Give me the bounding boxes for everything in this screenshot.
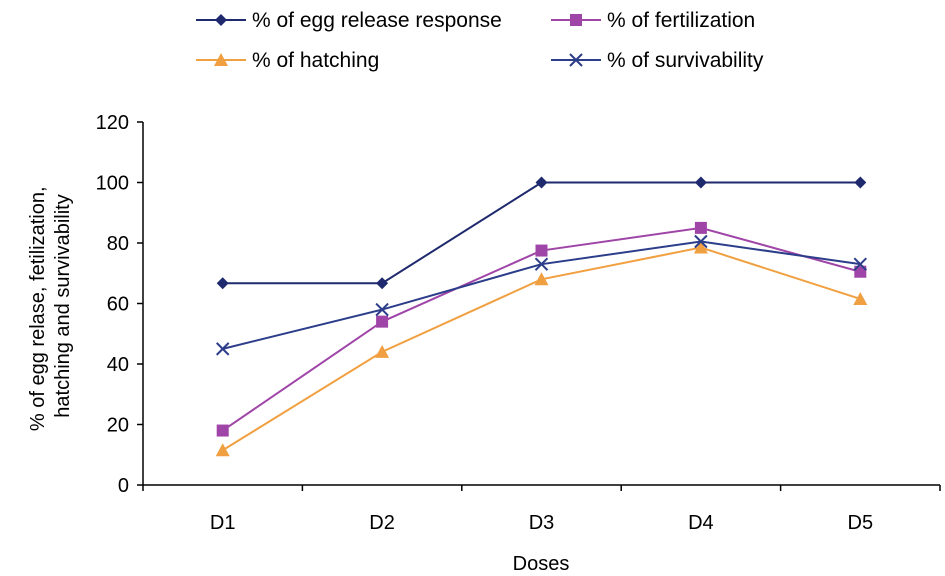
- x-axis-title: Doses: [513, 553, 570, 575]
- y-tick-label: 100: [96, 173, 129, 195]
- data-point: [376, 277, 389, 290]
- series-line: [222, 240, 861, 350]
- series-2: [216, 221, 867, 437]
- y-axis-title-line-1: % of egg relase, fetilization,: [27, 186, 49, 431]
- data-point: [534, 257, 549, 271]
- y-tick-label: 120: [96, 112, 129, 134]
- data-point: [375, 302, 389, 317]
- data-point: [694, 176, 707, 189]
- data-point: [376, 315, 389, 328]
- legend-label: % of fertilization: [607, 9, 755, 32]
- data-point: [535, 176, 548, 189]
- y-tick-label: 80: [107, 233, 129, 255]
- x-tick-label: D2: [369, 512, 395, 534]
- y-tick-label: 60: [107, 294, 129, 316]
- y-axis-title: % of egg relase, fetilization, hatching …: [27, 181, 74, 431]
- x-tick-label: D4: [688, 512, 714, 534]
- legend-marker: [214, 53, 228, 66]
- data-point: [853, 291, 868, 305]
- data-point: [853, 257, 868, 271]
- legend-label: % of survivability: [607, 49, 764, 72]
- axes: 0 20 40 60 80 100 120 D1 D2 D3 D4 D5: [96, 112, 941, 534]
- series-1: [216, 176, 867, 290]
- legend-marker: [215, 14, 227, 26]
- data-point: [693, 240, 708, 254]
- data-point: [215, 342, 230, 356]
- legend-item: % of fertilization: [551, 9, 755, 32]
- data-point: [216, 277, 229, 290]
- y-tick-label: 0: [118, 475, 129, 497]
- data-point: [215, 443, 230, 457]
- series-4: [215, 234, 868, 356]
- data-point: [854, 176, 867, 189]
- x-tick-label: D1: [210, 512, 236, 534]
- legend-marker: [570, 14, 582, 26]
- y-tick-label: 40: [107, 354, 129, 376]
- legend-item: % of survivability: [551, 49, 764, 72]
- legend-item: % of egg release response: [196, 9, 502, 32]
- legend: % of egg release response % of fertilizat…: [196, 9, 764, 72]
- x-tick-label: D3: [529, 512, 555, 534]
- series-layer: [215, 176, 868, 457]
- data-point: [375, 344, 390, 358]
- data-point: [535, 244, 548, 257]
- legend-label: % of egg release response: [252, 9, 502, 32]
- data-point: [694, 234, 708, 249]
- x-tick-label: D5: [848, 512, 874, 534]
- data-point: [854, 265, 867, 278]
- legend-marker: [569, 53, 583, 67]
- y-tick-label: 20: [107, 415, 129, 437]
- series-line: [222, 226, 861, 432]
- data-point: [216, 424, 229, 437]
- legend-label: % of hatching: [252, 49, 379, 72]
- data-point: [694, 221, 707, 234]
- y-axis-title-line-2: hatching and survivability: [52, 194, 74, 417]
- legend-item: % of hatching: [196, 49, 379, 72]
- data-point: [534, 272, 549, 286]
- series-3: [215, 240, 868, 457]
